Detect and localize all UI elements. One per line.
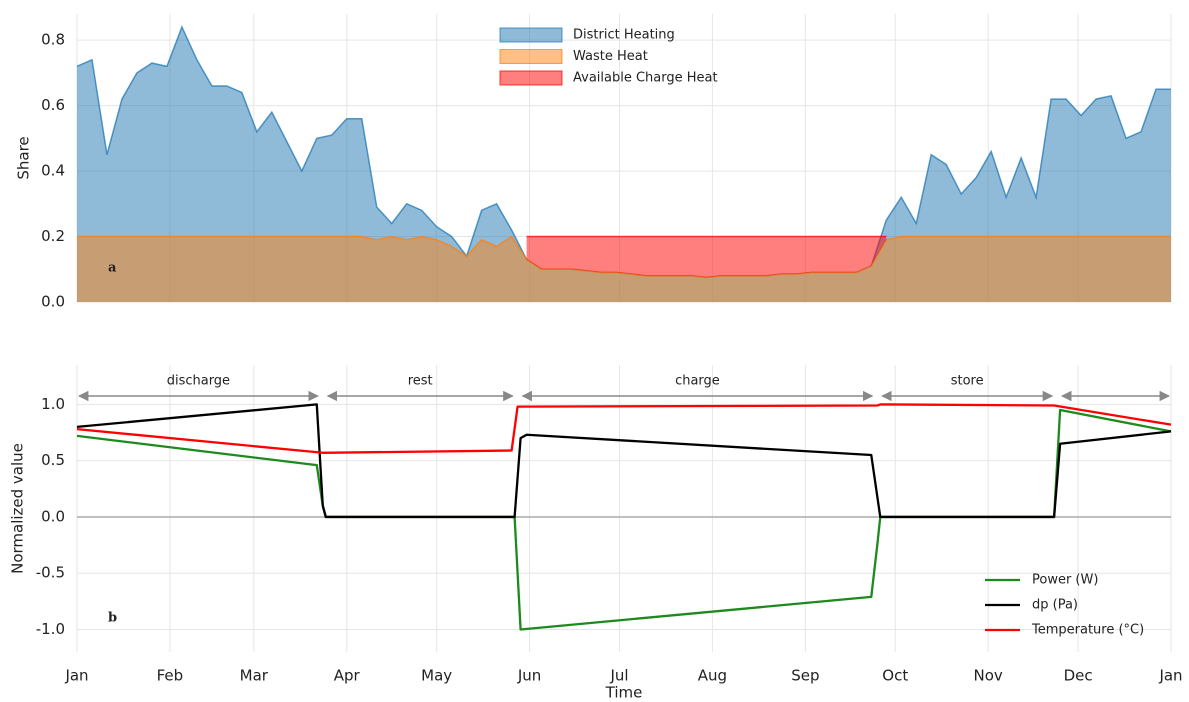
x-tick-label: Mar: [240, 667, 269, 685]
x-tick-label: Oct: [882, 667, 908, 685]
area: [77, 236, 1171, 302]
y-tick-label: 0.5: [41, 451, 65, 469]
x-tick-label: Dec: [1064, 667, 1093, 685]
legend-swatch: [499, 49, 563, 64]
y-tick-label: 0.4: [41, 162, 65, 180]
legend-label: Available Charge Heat: [573, 71, 718, 86]
y-tick-label: -1.0: [36, 620, 65, 638]
x-tick-label: Nov: [974, 667, 1003, 685]
x-tick-label: Jun: [517, 667, 541, 685]
line: [76, 408, 1172, 631]
x-tick-label: Feb: [157, 667, 184, 685]
line: [76, 403, 1172, 519]
x-tick-label: Apr: [334, 667, 361, 685]
y-tick-label: 0.2: [41, 227, 65, 245]
area: [526, 236, 887, 278]
legend-label: Power (W): [1032, 573, 1098, 588]
legend-label: dp (Pa): [1032, 598, 1078, 613]
plots: 0.0 0.2 0.4 0.6 0.8 Share District Heating Wast…: [9, 14, 1183, 702]
area: [77, 27, 1171, 302]
x-tick-label: May: [421, 667, 452, 685]
y-tick-label: -0.5: [36, 564, 65, 582]
y-axis-label: Share: [15, 136, 33, 179]
legend-label: District Heating: [573, 28, 675, 43]
y-tick-label: 0.6: [41, 96, 65, 114]
phase-label: store: [951, 374, 984, 389]
y-tick-label: 0.0: [41, 293, 65, 311]
x-tick-label: Jul: [609, 667, 628, 685]
legend-label: Temperature (°C): [1031, 623, 1144, 638]
x-tick-label: Jan: [1158, 667, 1182, 685]
y-axis-label: Normalized value: [9, 443, 27, 574]
x-tick-label: Jan: [64, 667, 88, 685]
phase-label: rest: [408, 374, 433, 389]
legend-swatch: [499, 70, 563, 86]
y-tick-label: 0.8: [41, 31, 65, 49]
x-tick-label: Sep: [791, 667, 819, 685]
line: [76, 403, 1172, 454]
phase-label: discharge: [167, 374, 230, 389]
legend-swatch: [499, 27, 563, 43]
x-tick-label: Aug: [698, 667, 727, 685]
legend-label: Waste Heat: [573, 49, 648, 64]
panel-label: a: [108, 261, 117, 276]
y-tick-label: 1.0: [41, 395, 65, 413]
x-axis-label: Time: [605, 684, 643, 702]
phase-label: charge: [675, 374, 720, 389]
panel-label: b: [108, 611, 117, 626]
y-tick-label: 0.0: [41, 507, 65, 525]
